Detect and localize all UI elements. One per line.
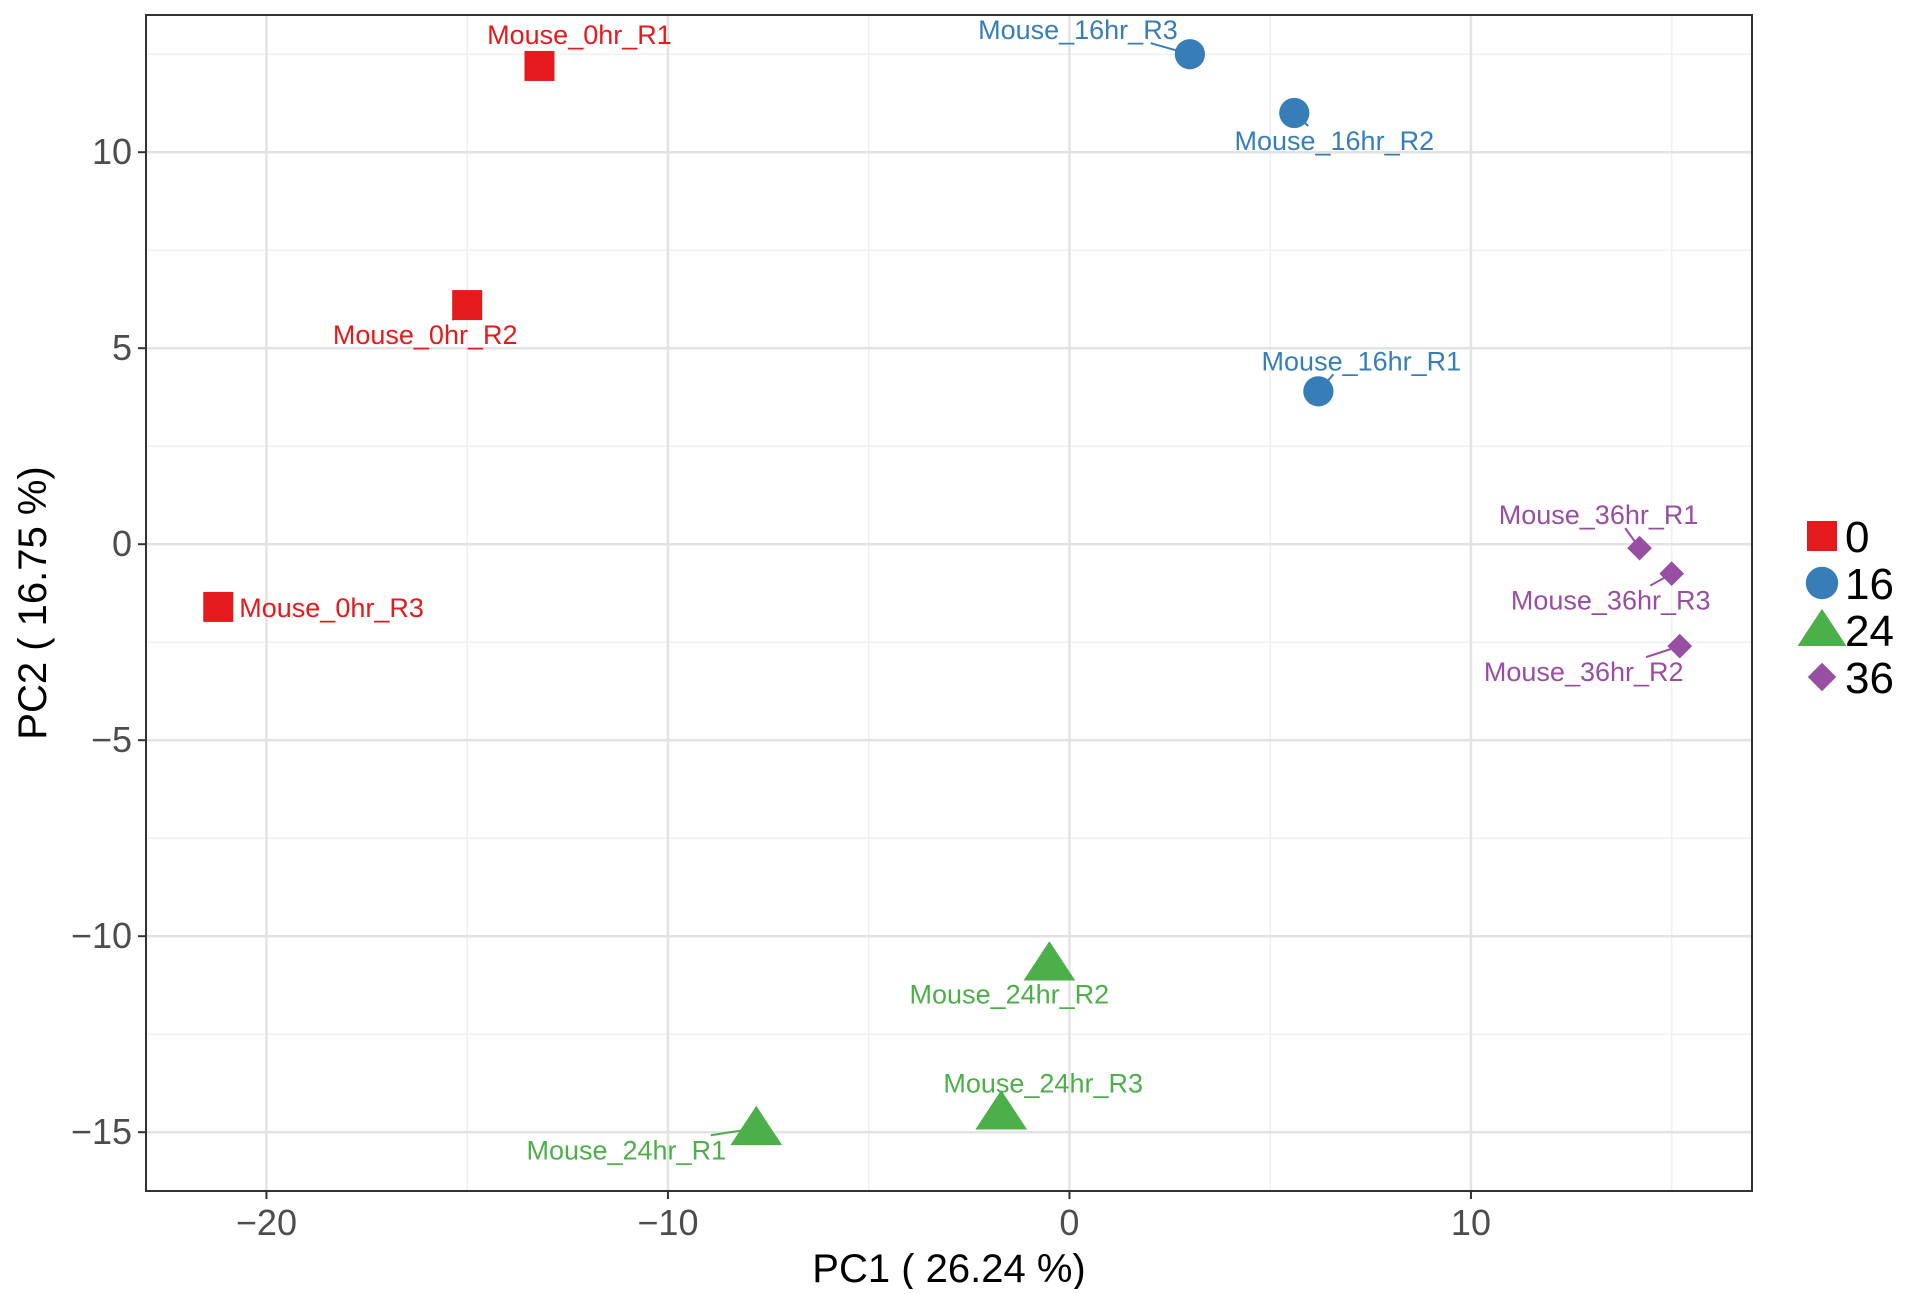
data-point-square [524,50,555,81]
point-label: Mouse_0hr_R3 [239,593,424,623]
data-point-circle [1303,376,1334,407]
data-point-diamond [1667,633,1693,659]
data-point-circle [1279,97,1310,129]
legend-label: 0 [1845,513,1869,562]
y-tick-label: 0 [112,523,132,564]
point-label: Mouse_24hr_R3 [943,1069,1143,1099]
data-point-triangle [730,1105,783,1146]
legend-key-square [1807,521,1837,551]
data-point-diamond [1659,561,1685,586]
data-point-square [452,290,483,321]
data-point-triangle [1023,941,1076,981]
x-tick-label: −20 [236,1202,297,1243]
point-label: Mouse_24hr_R1 [526,1135,726,1165]
legend-key-triangle [1797,608,1847,646]
point-label: Mouse_0hr_R1 [487,20,672,50]
axis-ticks: −20 −10 0 10 10 5 0 −5 −10 −15 [71,131,1491,1243]
grid-lines [146,15,1752,1191]
data-point-diamond [1627,535,1652,561]
point-labels: Mouse_0hr_R1 Mouse_0hr_R2 Mouse_0hr_R3 Mous… [239,15,1710,1165]
point-label: Mouse_16hr_R1 [1262,346,1462,376]
plot-border [145,14,1753,1192]
x-tick-label: −10 [637,1202,698,1243]
point-label: Mouse_0hr_R2 [333,320,518,350]
y-tick-label: 5 [112,327,132,368]
point-label: Mouse_16hr_R3 [978,15,1178,45]
point-label: Mouse_36hr_R2 [1484,657,1684,687]
data-point-circle [1174,39,1206,70]
data-point-triangle [975,1090,1028,1130]
point-label: Mouse_36hr_R1 [1499,500,1699,530]
y-axis-title: PC2 ( 16.75 %) [11,466,55,739]
legend-label: 24 [1845,607,1894,656]
legend-key-diamond [1807,662,1837,692]
y-tick-label: −15 [71,1111,132,1152]
legend-key-circle [1805,566,1839,600]
x-tick-label: 10 [1451,1202,1491,1243]
data-point-square [203,591,234,622]
y-tick-label: −5 [91,719,132,760]
data-points [203,39,1693,1146]
x-axis-title: PC1 ( 26.24 %) [812,1247,1085,1289]
plot-panel [146,15,1752,1191]
point-label: Mouse_24hr_R2 [910,980,1110,1010]
y-tick-label: −10 [71,915,132,956]
legend-label: 16 [1845,560,1894,609]
point-label: Mouse_36hr_R3 [1511,586,1711,616]
legend-label: 36 [1845,654,1894,703]
x-tick-label: 0 [1059,1202,1079,1243]
y-tick-label: 10 [92,131,132,172]
point-label: Mouse_16hr_R2 [1234,126,1434,156]
